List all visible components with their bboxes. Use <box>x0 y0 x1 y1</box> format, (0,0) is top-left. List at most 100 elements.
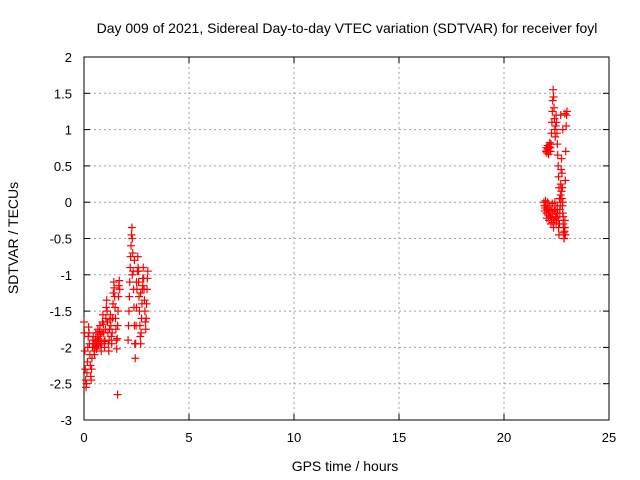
x-tick-label: 15 <box>392 430 406 445</box>
data-point <box>556 111 565 120</box>
data-point <box>127 241 136 250</box>
y-tick-label: 0.5 <box>54 159 72 174</box>
y-tick-label: -2.5 <box>50 377 72 392</box>
y-tick-label: 0 <box>65 195 72 210</box>
data-point <box>96 330 105 339</box>
data-point <box>548 107 557 116</box>
data-point <box>80 317 88 326</box>
data-point <box>115 276 124 285</box>
data-point <box>552 118 561 127</box>
data-point <box>99 320 108 329</box>
data-point <box>82 368 91 377</box>
data-point <box>85 328 94 337</box>
x-axis-title: GPS time / hours <box>292 458 399 474</box>
data-point <box>97 347 106 356</box>
data-point <box>136 332 145 341</box>
y-tick-label: -0.5 <box>50 232 72 247</box>
y-tick-label: 1.5 <box>54 86 72 101</box>
y-tick-label: -1.5 <box>50 304 72 319</box>
data-point <box>131 354 140 363</box>
data-point <box>142 314 151 323</box>
data-point <box>558 209 567 218</box>
y-tick-label: -1 <box>60 268 72 283</box>
data-point <box>139 263 148 272</box>
data-point <box>143 267 152 276</box>
data-point <box>141 325 150 334</box>
data-point <box>104 347 113 356</box>
data-point <box>103 307 112 316</box>
data-point <box>125 292 134 301</box>
data-point <box>135 321 144 330</box>
data-point <box>558 125 567 134</box>
y-tick-labels: -3 -2.5 -2 -1.5 -1 -0.5 0 0.5 1 1.5 2 <box>50 50 72 428</box>
data-point <box>108 328 117 337</box>
data-point <box>125 278 134 287</box>
data-point <box>561 230 570 239</box>
data-point <box>124 336 133 345</box>
data-point <box>114 292 123 301</box>
data-point <box>127 223 136 232</box>
data-point <box>112 336 121 345</box>
data-point <box>559 219 568 228</box>
data-point <box>113 390 122 399</box>
data-point <box>106 321 115 330</box>
data-point <box>134 267 143 276</box>
data-point <box>551 132 560 141</box>
y-tick-label: -2 <box>60 340 72 355</box>
data-points <box>80 85 571 399</box>
data-point <box>137 328 146 337</box>
data-point <box>138 281 147 290</box>
data-point <box>107 332 116 341</box>
data-point <box>136 288 145 297</box>
data-point <box>142 299 151 308</box>
x-tick-label: 0 <box>80 430 87 445</box>
data-point <box>140 307 149 316</box>
data-point <box>560 223 569 232</box>
data-point <box>141 317 150 326</box>
data-point <box>552 129 561 138</box>
data-point <box>113 334 122 343</box>
data-point <box>110 283 119 292</box>
data-point <box>111 325 120 334</box>
chart-title: Day 009 of 2021, Sidereal Day-to-day VTE… <box>97 20 598 36</box>
data-point <box>127 230 136 239</box>
data-point <box>115 285 124 294</box>
data-point <box>128 249 137 258</box>
y-tick-label: -3 <box>60 413 72 428</box>
data-point <box>101 314 110 323</box>
data-point <box>128 234 137 243</box>
data-point <box>133 252 142 261</box>
data-point <box>109 288 118 297</box>
data-point <box>86 361 95 370</box>
data-point <box>87 365 96 374</box>
data-point <box>557 169 566 178</box>
data-point <box>130 256 139 265</box>
data-point <box>102 296 111 305</box>
data-point <box>132 278 141 287</box>
data-point <box>557 154 566 163</box>
data-point <box>143 285 151 294</box>
data-point <box>553 140 562 149</box>
x-tick-label: 20 <box>497 430 511 445</box>
x-tick-label: 25 <box>602 430 616 445</box>
data-point <box>100 343 109 352</box>
data-point <box>82 379 91 388</box>
data-point <box>135 292 144 301</box>
data-point <box>562 121 571 130</box>
data-point <box>90 350 99 359</box>
y-axis-title: SDTVAR / TECUs <box>5 182 21 294</box>
data-point <box>114 307 123 316</box>
data-point <box>136 339 145 348</box>
data-point <box>124 307 133 316</box>
data-point <box>553 151 562 160</box>
data-point <box>112 344 121 353</box>
data-point <box>549 85 558 94</box>
data-point <box>560 216 569 225</box>
y-tick-label: 2 <box>65 50 72 65</box>
data-point <box>102 303 111 312</box>
y-tick-label: 1 <box>65 123 72 138</box>
data-point <box>549 103 558 112</box>
x-tick-label: 10 <box>287 430 301 445</box>
